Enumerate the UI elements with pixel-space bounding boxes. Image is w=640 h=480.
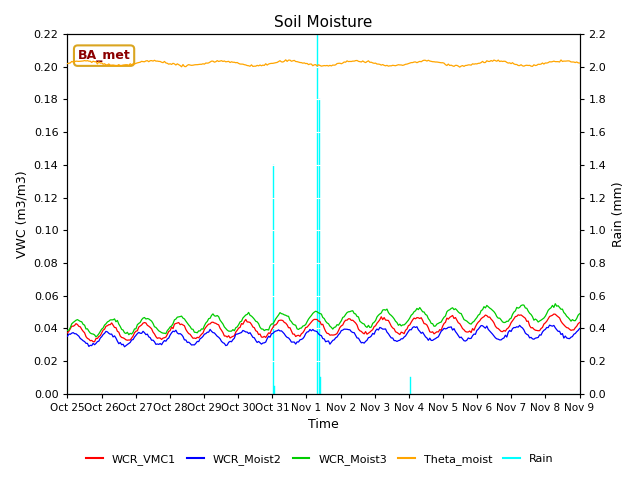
- WCR_Moist3: [128, 331, 136, 337]
- WCR_VMC1: [235, 325, 243, 331]
- Theta_moist: [63, 60, 71, 66]
- Text: BA_met: BA_met: [77, 49, 131, 62]
- WCR_Moist3: [92, 334, 100, 340]
- WCR_Moist3: [243, 312, 251, 317]
- Legend: WCR_VMC1, WCR_Moist2, WCR_Moist3, Theta_moist, Rain: WCR_VMC1, WCR_Moist2, WCR_Moist3, Theta_…: [82, 450, 558, 469]
- WCR_Moist2: [243, 329, 251, 335]
- WCR_Moist3: [235, 322, 243, 327]
- Title: Soil Moisture: Soil Moisture: [275, 15, 372, 30]
- Theta_moist: [242, 62, 250, 68]
- WCR_Moist2: [289, 339, 297, 345]
- WCR_Moist3: [63, 328, 71, 334]
- Theta_moist: [282, 57, 289, 63]
- Line: WCR_Moist3: WCR_Moist3: [67, 304, 580, 337]
- WCR_Moist3: [576, 311, 584, 317]
- Theta_moist: [456, 64, 463, 70]
- WCR_Moist3: [289, 321, 297, 327]
- WCR_VMC1: [550, 311, 557, 317]
- Theta_moist: [216, 58, 224, 64]
- WCR_Moist2: [235, 331, 243, 336]
- WCR_VMC1: [243, 319, 251, 325]
- Y-axis label: Rain (mm): Rain (mm): [612, 181, 625, 247]
- WCR_Moist2: [121, 344, 129, 349]
- Line: WCR_VMC1: WCR_VMC1: [67, 314, 580, 342]
- WCR_Moist2: [63, 334, 71, 339]
- WCR_Moist3: [548, 302, 556, 308]
- WCR_VMC1: [128, 335, 136, 341]
- Y-axis label: VWC (m3/m3): VWC (m3/m3): [15, 170, 28, 258]
- WCR_Moist2: [576, 326, 584, 332]
- Theta_moist: [126, 61, 134, 67]
- WCR_VMC1: [218, 327, 225, 333]
- WCR_VMC1: [548, 312, 556, 318]
- Line: WCR_Moist2: WCR_Moist2: [67, 325, 580, 347]
- Theta_moist: [289, 58, 297, 64]
- WCR_VMC1: [576, 320, 584, 325]
- WCR_VMC1: [289, 331, 297, 337]
- Theta_moist: [234, 60, 241, 65]
- WCR_Moist2: [546, 322, 554, 328]
- WCR_Moist2: [550, 323, 557, 328]
- Theta_moist: [576, 60, 584, 66]
- Line: Theta_moist: Theta_moist: [67, 60, 580, 67]
- WCR_VMC1: [63, 330, 71, 336]
- WCR_Moist2: [218, 338, 225, 344]
- X-axis label: Time: Time: [308, 419, 339, 432]
- WCR_VMC1: [91, 339, 99, 345]
- WCR_Moist3: [218, 319, 225, 325]
- WCR_Moist2: [128, 337, 136, 343]
- Theta_moist: [550, 58, 557, 64]
- WCR_Moist3: [552, 301, 559, 307]
